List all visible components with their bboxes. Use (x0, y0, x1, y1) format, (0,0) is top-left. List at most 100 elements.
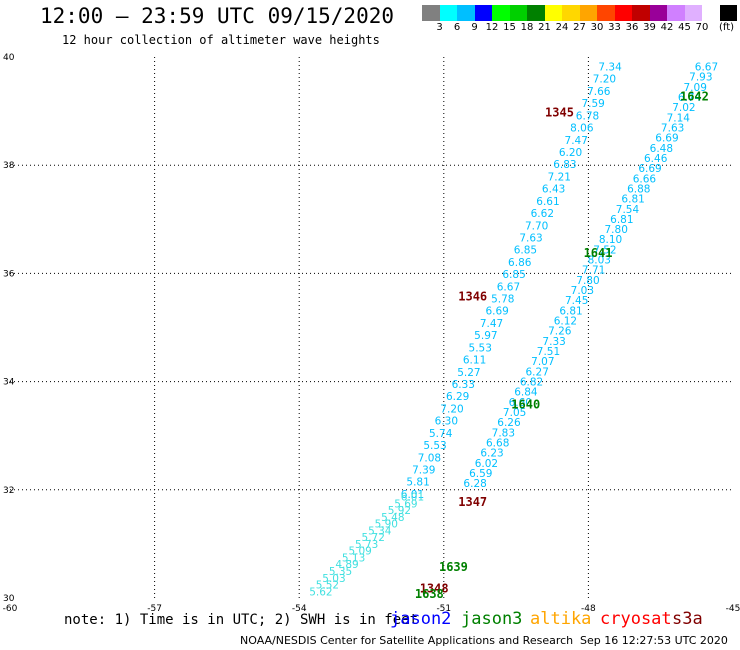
y-tick-label: 32 (3, 486, 14, 496)
y-tick-label: 30 (3, 594, 15, 604)
legend-label: 42 (660, 22, 674, 33)
wave-height-value: 8.03 (588, 255, 611, 267)
wave-height-value: 7.33 (542, 336, 565, 348)
wave-height-value: 7.51 (537, 346, 560, 358)
mission-label-cryosat: cryosat (600, 609, 672, 629)
legend-swatch (527, 5, 545, 21)
wave-height-value: 5.69 (394, 498, 417, 510)
pass-time-label: 1348 (420, 582, 449, 596)
legend-label: 45 (678, 22, 691, 33)
wave-height-value: 5.74 (429, 428, 453, 440)
wave-height-value: 6.85 (514, 245, 537, 257)
wave-height-value: 5.90 (375, 519, 398, 531)
wave-height-value: 6.12 (554, 316, 577, 328)
wave-height-value: 5.13 (342, 552, 365, 564)
wave-height-value: 6.01 (401, 492, 424, 504)
wave-height-value: 6.60 (509, 397, 532, 409)
wave-height-value: 6.62 (531, 208, 554, 220)
wave-height-value: 7.71 (582, 265, 605, 277)
wave-height-value: 6.67 (695, 62, 718, 74)
page-subtitle: 12 hour collection of altimeter wave hei… (62, 33, 380, 47)
wave-height-value: 7.47 (480, 318, 503, 330)
wave-height-value: 7.07 (531, 356, 554, 368)
wave-height-value: 5.27 (457, 367, 480, 379)
wave-height-value: 5.78 (491, 294, 514, 306)
legend-swatch (562, 5, 580, 21)
wave-height-value: 7.20 (440, 403, 463, 415)
wave-height-value: 7.63 (519, 232, 542, 244)
wave-height-value: 6.43 (542, 184, 565, 196)
x-tick-label: -60 (3, 604, 18, 614)
y-tick-label: 40 (3, 53, 15, 63)
legend-swatch (474, 5, 492, 21)
wave-height-value: 5.03 (322, 573, 345, 585)
wave-height-value: 7.59 (581, 98, 604, 110)
wave-height-value: 5.81 (406, 477, 429, 489)
wave-height-value: 6.59 (469, 468, 492, 480)
wave-height-value: 7.45 (565, 295, 588, 307)
wave-height-value: 7.05 (503, 407, 526, 419)
wave-height-value: 6.74 (678, 92, 702, 104)
legend-swatch (579, 5, 597, 21)
wave-height-value: 5.97 (474, 330, 497, 342)
wave-height-value: 7.63 (661, 122, 684, 134)
x-tick-label: -48 (581, 604, 596, 614)
wave-height-value: 7.83 (492, 427, 515, 439)
footer-credit: NOAA/NESDIS Center for Satellite Applica… (240, 634, 574, 647)
legend-label: 30 (590, 22, 604, 33)
mission-label-altika: altika (530, 609, 592, 629)
wave-height-value: 5.34 (368, 525, 392, 537)
wave-height-value: 7.39 (412, 464, 435, 476)
legend-swatch (614, 5, 632, 21)
wave-height-value: 6.78 (576, 110, 599, 122)
wave-height-value: 6.29 (446, 391, 469, 403)
wave-height-value: 6.28 (463, 478, 486, 490)
legend-label: 33 (608, 22, 621, 33)
pass-time-label: 1640 (511, 398, 540, 412)
wave-height-value: 6.68 (486, 437, 509, 449)
wave-height-value: 7.03 (571, 285, 594, 297)
legend-label: 39 (643, 22, 656, 33)
legend-swatch (597, 5, 615, 21)
wave-height-value: 6.69 (485, 306, 508, 318)
wave-height-value: 6.46 (644, 153, 668, 165)
legend-swatch (702, 5, 720, 21)
wave-height-value: 8.06 (570, 123, 594, 135)
x-tick-label: -51 (436, 604, 451, 614)
wave-height-value: 7.80 (605, 224, 628, 236)
wave-height-value: 6.27 (526, 366, 549, 378)
legend-label: 15 (503, 22, 516, 33)
wave-height-value: 5.09 (348, 546, 371, 558)
y-tick-label: 38 (3, 161, 15, 171)
wave-height-value: 6.85 (502, 269, 525, 281)
wave-height-value: 6.02 (475, 458, 498, 470)
x-tick-label: -45 (726, 604, 740, 614)
wave-height-value: 6.86 (508, 257, 532, 269)
wave-height-value: 5.48 (381, 512, 404, 524)
wave-height-value: 7.93 (689, 72, 712, 84)
wave-height-value: 5.53 (423, 440, 446, 452)
wave-height-value: 7.47 (565, 135, 588, 147)
wave-height-value: 4.89 (335, 559, 358, 571)
wave-height-value: 6.66 (633, 173, 657, 185)
wave-height-value: 6.84 (514, 387, 538, 399)
legend-label: 21 (538, 22, 551, 33)
x-tick-label: -57 (147, 604, 162, 614)
legend-swatch (457, 5, 475, 21)
y-tick-label: 36 (3, 269, 15, 279)
wave-height-value: 6.01 (401, 489, 424, 501)
wave-height-value: 6.67 (497, 281, 520, 293)
wave-height-value: 5.72 (362, 532, 385, 544)
legend-swatch (684, 5, 702, 21)
wave-height-value: 7.08 (418, 452, 441, 464)
legend-label: 36 (625, 22, 639, 33)
page-title: 12:00 – 23:59 UTC 09/15/2020 (40, 4, 395, 28)
wave-height-value: 6.69 (638, 163, 661, 175)
y-tick-label: 34 (3, 378, 15, 388)
wave-height-value: 7.02 (672, 102, 695, 114)
wave-height-value: 5.53 (469, 342, 492, 354)
wave-height-value: 6.88 (627, 183, 650, 195)
color-scale-legend (422, 5, 737, 21)
legend-swatch (649, 5, 667, 21)
